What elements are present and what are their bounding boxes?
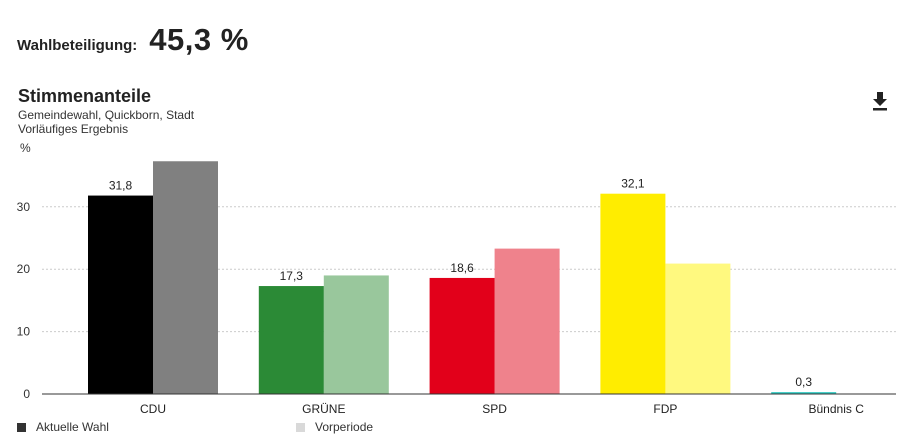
x-tick-label: SPD bbox=[482, 402, 507, 416]
legend-label-previous: Vorperiode bbox=[315, 420, 374, 434]
download-icon[interactable] bbox=[870, 90, 890, 112]
legend-swatch-current bbox=[17, 422, 26, 432]
x-tick-label: FDP bbox=[653, 402, 677, 416]
data-label: 17,3 bbox=[280, 269, 304, 283]
x-tick-label: Bündnis C bbox=[809, 402, 865, 416]
legend-item-previous[interactable]: Vorperiode bbox=[296, 420, 373, 434]
data-label: 18,6 bbox=[450, 261, 474, 275]
bar-current bbox=[771, 392, 837, 394]
legend-label-current: Aktuelle Wahl bbox=[36, 420, 109, 434]
y-tick-label: 10 bbox=[17, 325, 31, 339]
y-tick-label: 20 bbox=[17, 262, 31, 276]
y-axis-unit: % bbox=[20, 141, 31, 155]
bar-previous bbox=[665, 263, 731, 394]
turnout-value: 45,3 % bbox=[149, 22, 249, 57]
bar-current bbox=[600, 193, 666, 394]
bar-previous bbox=[153, 161, 218, 394]
y-tick-label: 30 bbox=[17, 200, 31, 214]
legend-item-current[interactable]: Aktuelle Wahl bbox=[17, 420, 109, 434]
x-tick-label: GRÜNE bbox=[302, 402, 345, 416]
x-tick-label: CDU bbox=[140, 402, 166, 416]
data-label: 31,8 bbox=[109, 179, 133, 193]
turnout-label: Wahlbeteiligung: bbox=[17, 37, 138, 54]
bar-previous bbox=[323, 275, 389, 394]
chart-title: Stimmenanteile bbox=[18, 86, 152, 106]
bar-current bbox=[88, 195, 153, 394]
data-label: 0,3 bbox=[795, 375, 812, 389]
chart-subtitle: Gemeindewahl, Quickborn, Stadt bbox=[18, 108, 195, 122]
legend-swatch-previous bbox=[296, 422, 305, 432]
y-tick-label: 0 bbox=[23, 387, 30, 401]
turnout: Wahlbeteiligung: 45,3 % bbox=[17, 22, 249, 58]
bar-previous bbox=[494, 248, 560, 394]
data-label: 32,1 bbox=[621, 177, 645, 191]
chart-status: Vorläufiges Ergebnis bbox=[18, 122, 129, 136]
bar-current bbox=[429, 277, 495, 394]
bar-current bbox=[258, 286, 324, 394]
